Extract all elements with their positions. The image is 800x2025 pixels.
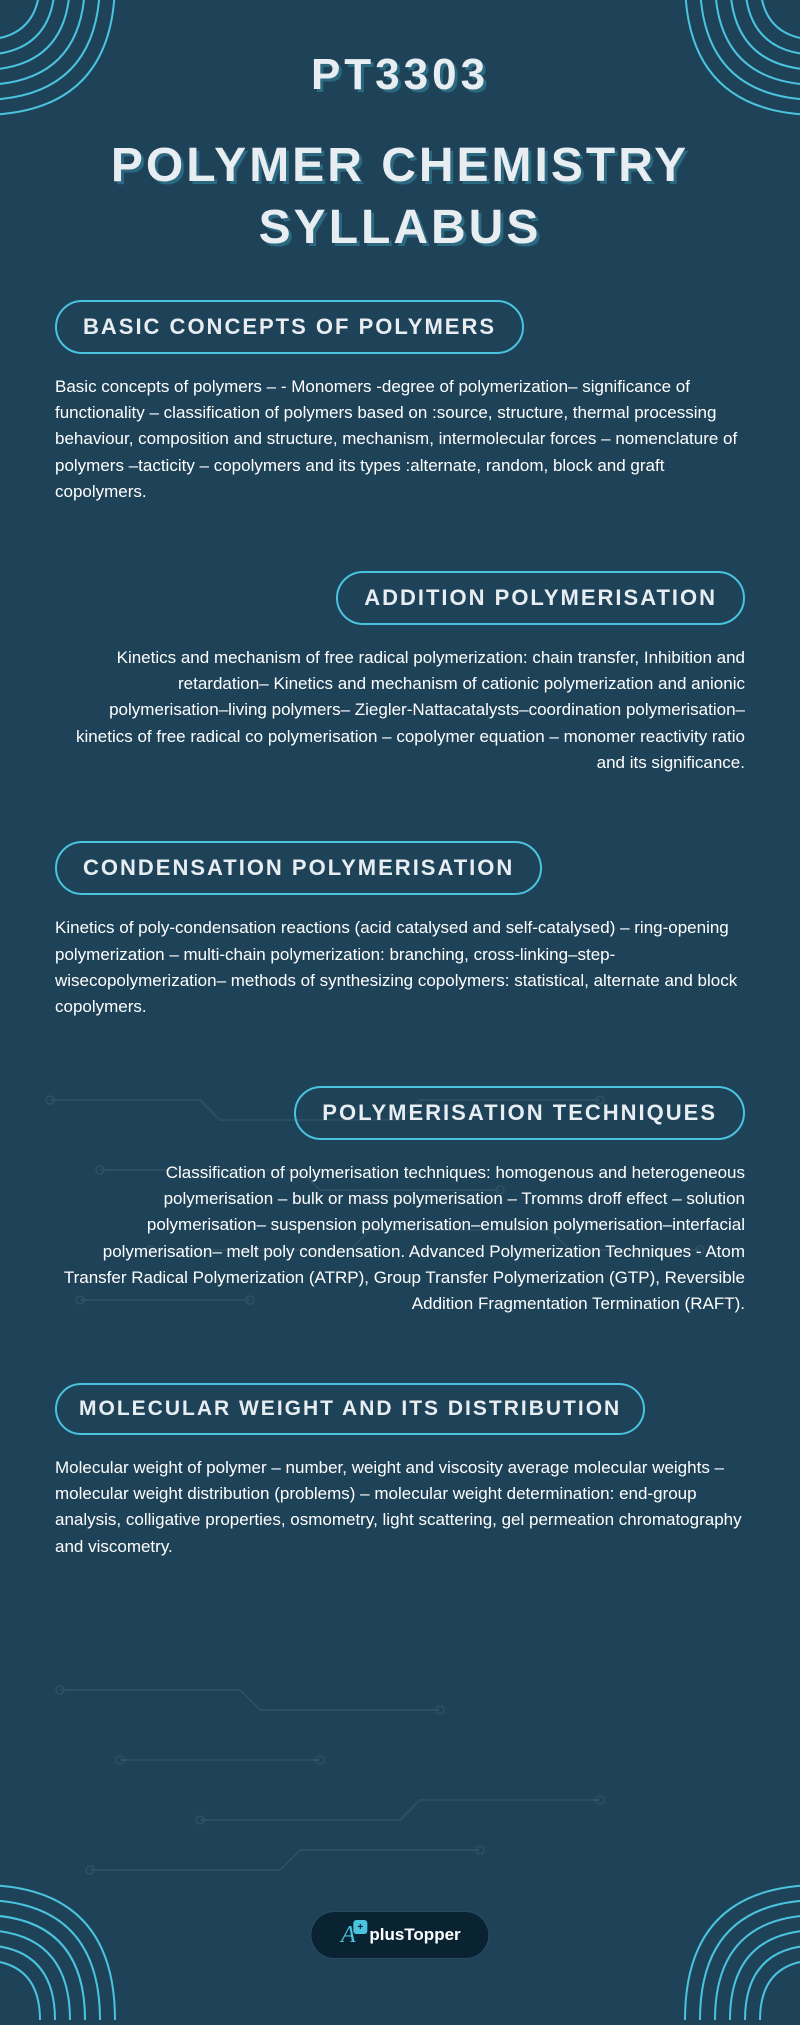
section-molecular-weight: MOLECULAR WEIGHT AND ITS DISTRIBUTION Mo… [55,1383,745,1560]
section-heading: CONDENSATION POLYMERISATION [55,841,542,895]
footer-badge: A + plusTopper [311,1912,488,1958]
page-title: POLYMER CHEMISTRY SYLLABUS [0,135,800,260]
title-line-1: POLYMER CHEMISTRY [111,139,689,192]
section-body: Classification of polymerisation techniq… [55,1160,745,1318]
header: PT3303 POLYMER CHEMISTRY SYLLABUS [0,0,800,260]
section-heading: BASIC CONCEPTS OF POLYMERS [55,300,524,354]
section-condensation-polymerisation: CONDENSATION POLYMERISATION Kinetics of … [55,841,745,1020]
content: BASIC CONCEPTS OF POLYMERS Basic concept… [0,260,800,1560]
brand-logo-icon: A + [333,1922,363,1948]
section-body: Molecular weight of polymer – number, we… [55,1455,745,1560]
section-heading: POLYMERISATION TECHNIQUES [294,1086,745,1140]
section-heading: ADDITION POLYMERISATION [336,571,745,625]
corner-decoration-bottom-left [0,1820,180,2020]
section-basic-concepts: BASIC CONCEPTS OF POLYMERS Basic concept… [55,300,745,506]
section-body: Basic concepts of polymers – - Monomers … [55,374,745,506]
section-body: Kinetics and mechanism of free radical p… [55,645,745,777]
section-addition-polymerisation: ADDITION POLYMERISATION Kinetics and mec… [55,571,745,777]
corner-decoration-bottom-right [620,1820,800,2020]
course-code: PT3303 [0,50,800,100]
section-heading: MOLECULAR WEIGHT AND ITS DISTRIBUTION [55,1383,645,1435]
section-polymerisation-techniques: POLYMERISATION TECHNIQUES Classification… [55,1086,745,1318]
title-line-2: SYLLABUS [259,201,542,254]
section-body: Kinetics of poly-condensation reactions … [55,915,745,1020]
brand-name: plusTopper [369,1925,460,1945]
circuit-pattern-bg [0,1650,800,1910]
logo-plus-icon: + [353,1920,367,1934]
